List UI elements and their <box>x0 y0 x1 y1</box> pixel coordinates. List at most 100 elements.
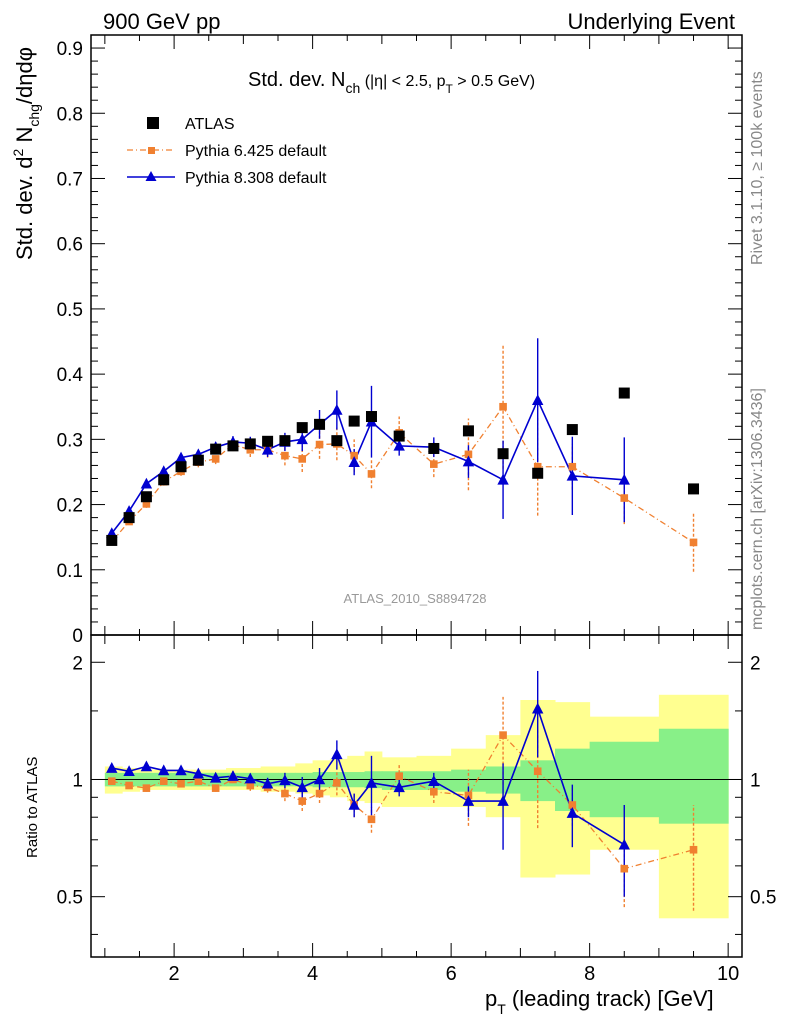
ratio-pythia6-point <box>125 781 133 790</box>
ratio-pythia6-point <box>281 789 289 798</box>
legend-atlas-label: ATLAS <box>185 116 235 133</box>
ratio-pythia6-point <box>499 731 507 739</box>
ratio-pythia8-point <box>209 771 222 783</box>
ratio-pythia6-point <box>315 789 324 798</box>
ratio-pythia8-point <box>618 838 630 850</box>
ratio-pythia6-point <box>107 777 116 785</box>
ratio-pythia6-point <box>211 784 220 792</box>
atlas-point <box>331 435 343 447</box>
atlas-point <box>618 387 630 399</box>
y-tick-label: 0 <box>72 626 83 647</box>
ratio-y-tick-label: 0.5 <box>57 888 83 909</box>
ratio-pythia8-point <box>348 798 360 810</box>
atlas-point <box>279 435 291 447</box>
ratio-pythia8-point <box>566 807 579 818</box>
pythia8-point <box>296 433 308 445</box>
ratio-pythia8-point <box>331 748 343 760</box>
x-tick-label: 6 <box>446 963 457 985</box>
pythia6-point <box>499 402 507 411</box>
y-tick-label: 0.6 <box>57 235 83 256</box>
x-tick-label: 4 <box>307 963 318 985</box>
atlas-point <box>462 425 474 437</box>
ratio-plot: 2 4 6 8 10 0.5 0.5 1 1 2 2 <box>57 634 776 985</box>
y-tick-label: 0.1 <box>57 561 83 582</box>
ratio-pythia8-point <box>462 795 475 806</box>
x-axis-label: pT (leading track) [GeV] <box>485 986 714 1017</box>
pythia6-line <box>111 405 694 543</box>
x-tick-label: 2 <box>169 963 180 985</box>
pythia8-point <box>393 439 405 451</box>
ratio-pythia8-point <box>175 764 187 776</box>
atlas-point <box>566 424 578 436</box>
pythia6-point <box>430 460 438 468</box>
atlas-point <box>532 467 544 479</box>
main-plot: 0 0.1 0.2 0.3 0.4 0.5 0.6 0.7 0.8 0.9 <box>57 34 743 647</box>
atlas-point <box>158 474 170 486</box>
ratio-pythia6-point <box>298 797 307 805</box>
pythia8-point <box>497 473 509 485</box>
pythia8-point <box>531 394 544 406</box>
pythia8-point <box>261 443 274 455</box>
ratio-y-tick-label-right: 0.5 <box>750 888 776 909</box>
y-tick-label: 0.4 <box>57 365 84 386</box>
ratio-y-tick-label-right: 1 <box>750 770 761 791</box>
side-text-bottom: mcplots.cern.ch [arXiv:1306.3436] <box>749 388 766 630</box>
ratio-pythia6-point <box>430 787 438 796</box>
atlas-point <box>688 483 700 495</box>
plot-title: Std. dev. Nch (|η| < 2.5, pT > 0.5 GeV) <box>248 69 535 96</box>
pythia6-point <box>211 455 220 463</box>
pythia8-point <box>566 469 579 481</box>
legend-pythia6-marker <box>148 147 155 154</box>
atlas-point <box>175 461 187 473</box>
pythia8-point <box>175 451 187 463</box>
pythia6-point <box>298 455 307 463</box>
pythia8-point <box>158 465 170 477</box>
ratio-y-tick-label: 1 <box>72 770 83 791</box>
ratio-pythia8-point <box>158 764 170 776</box>
ratio-pythia6-point <box>367 815 376 824</box>
ratio-pythia8-point <box>123 765 135 777</box>
ratio-pythia8-point <box>227 770 239 781</box>
atlas-point <box>123 512 135 524</box>
ratio-pythia8-point <box>192 767 205 779</box>
atlas-point <box>365 411 377 423</box>
atlas-point <box>428 442 440 454</box>
ratio-pythia8-point <box>296 781 308 793</box>
atlas-point <box>262 435 274 447</box>
atlas-point <box>210 443 222 455</box>
ratio-pythia8-point <box>140 760 153 772</box>
header-left: 900 GeV pp <box>103 9 220 34</box>
legend-atlas-marker <box>147 117 159 129</box>
pythia6-point <box>281 451 289 460</box>
side-text-top: Rivet 3.1.10, ≥ 100k events <box>749 71 766 265</box>
pythia6-point <box>620 494 629 502</box>
ratio-pythia8-point <box>244 772 256 784</box>
ratio-pythia8-point <box>313 773 326 785</box>
pythia8-point <box>618 473 630 485</box>
ratio-pythia6-point <box>142 784 151 792</box>
y-tick-label: 0.5 <box>57 300 83 321</box>
ratio-pythia6-point <box>159 777 168 785</box>
atlas-point <box>497 448 509 460</box>
y-tick-label: 0.8 <box>57 104 83 125</box>
y-tick-label: 0.9 <box>57 39 83 60</box>
ratio-pythia6-point <box>620 864 629 873</box>
atlas-point <box>106 534 118 546</box>
legend-pythia8-label: Pythia 8.308 default <box>185 170 327 187</box>
pythia6-point <box>350 451 358 460</box>
pythia8-point <box>331 404 343 415</box>
atlas-point <box>140 491 152 503</box>
pythia6-point <box>142 500 151 508</box>
ratio-y-tick-label-right: 2 <box>750 653 761 674</box>
pythia6-point <box>568 462 577 471</box>
y-tick-label: 0.3 <box>57 430 83 451</box>
atlas-point <box>192 454 204 466</box>
ratio-pythia8-point <box>428 775 440 786</box>
ratio-pythia8-point <box>497 795 509 806</box>
y-tick-label: 0.2 <box>57 496 83 517</box>
pythia6-point <box>315 440 324 449</box>
legend-pythia6-label: Pythia 6.425 default <box>185 143 327 160</box>
pythia8-point <box>462 455 475 467</box>
pythia6-point <box>464 450 473 459</box>
